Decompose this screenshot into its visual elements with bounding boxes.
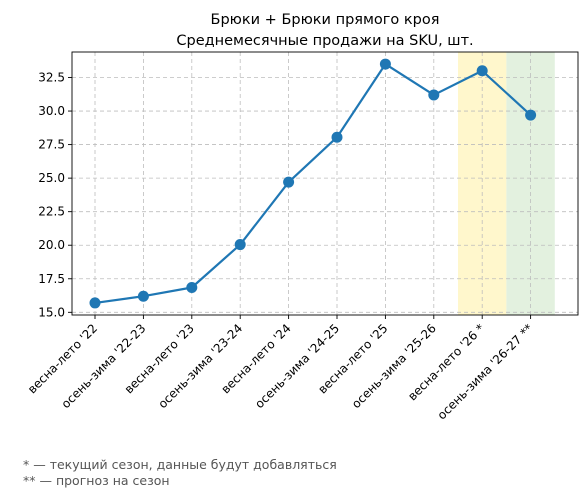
highlight-band	[458, 52, 507, 315]
x-tick-label: осень-зима '26-27 **	[435, 321, 536, 422]
y-tick-label: 27.5	[38, 138, 65, 152]
data-point	[476, 65, 488, 77]
footnote-current-season: * — текущий сезон, данные будут добавлят…	[23, 457, 337, 472]
data-point	[89, 297, 101, 309]
data-point	[428, 89, 440, 101]
y-tick-label: 17.5	[38, 272, 65, 286]
data-point	[137, 290, 149, 302]
x-tick-label: осень-зима '23-24	[155, 321, 245, 411]
data-point	[283, 176, 295, 188]
series-line	[94, 62, 532, 305]
y-tick-label: 25.0	[38, 171, 65, 185]
data-point	[525, 109, 537, 121]
data-point	[331, 131, 343, 143]
highlight-band	[506, 52, 555, 315]
y-tick-label: 15.0	[38, 305, 65, 319]
y-axis: 15.0 17.5 20.0 22.5 25.0 27.5 30.0 32.5	[38, 70, 72, 319]
x-tick-label: осень-зима '22-23	[59, 321, 149, 411]
y-tick-label: 32.5	[38, 70, 65, 84]
y-tick-label: 30.0	[38, 104, 65, 118]
grid	[72, 52, 578, 315]
series-group	[89, 58, 537, 309]
data-point	[234, 239, 246, 251]
footnote-forecast: ** — прогноз на сезон	[23, 473, 170, 488]
x-tick-label: осень-зима '25-26	[349, 321, 439, 411]
y-tick-label: 20.0	[38, 238, 65, 252]
data-point	[379, 58, 391, 70]
y-tick-label: 22.5	[38, 205, 65, 219]
plot-frame	[71, 51, 579, 316]
chart-subtitle: Среднемесячные продажи на SKU, шт.	[176, 33, 473, 49]
chart-title: Брюки + Брюки прямого кроя	[211, 12, 440, 28]
x-tick-label: осень-зима '24-25	[252, 321, 342, 411]
data-point	[186, 281, 198, 293]
